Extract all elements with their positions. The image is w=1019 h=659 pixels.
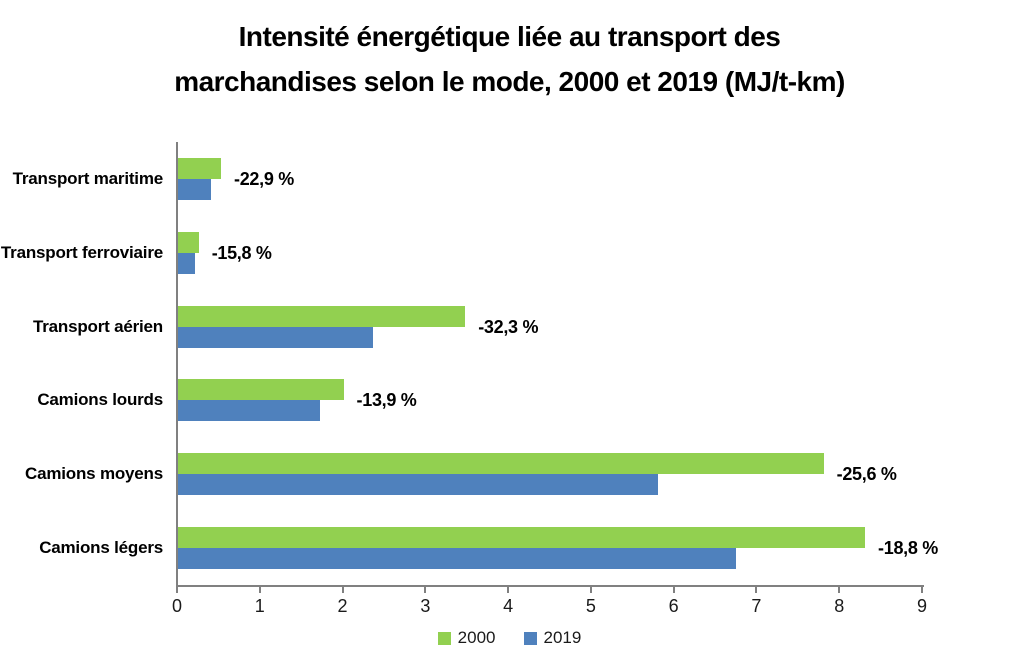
- chart-title-line1: Intensité énergétique liée au transport …: [238, 21, 781, 52]
- bar-2019: [178, 178, 212, 200]
- bar-2000: [178, 453, 824, 475]
- x-tick-label: 2: [337, 596, 348, 616]
- bar-2019: [178, 326, 373, 348]
- x-tick-mark: [921, 587, 923, 593]
- x-tick-mark: [424, 587, 427, 593]
- pct-change-label: -22,9 %: [234, 168, 294, 189]
- x-tick-label: 1: [254, 596, 265, 616]
- x-tick-mark: [258, 587, 261, 593]
- pct-change-label: -25,6 %: [836, 464, 897, 485]
- chart-title: Intensité énergétique liée au transport …: [0, 14, 1019, 104]
- category-label: Transport aérien: [32, 316, 163, 336]
- x-tick-mark: [507, 587, 510, 593]
- bar-2000: [178, 231, 199, 253]
- category-label: Transport maritime: [12, 168, 164, 188]
- legend-swatch-2019: [523, 631, 537, 645]
- bar-2000: [178, 527, 866, 549]
- bar-2000: [178, 305, 466, 327]
- category-label: Camions légers: [39, 538, 163, 558]
- pct-change-label: -15,8 %: [211, 242, 272, 263]
- bar-2000: [178, 379, 344, 401]
- category-label: Transport ferroviaire: [0, 242, 163, 262]
- x-tick-label: 7: [751, 596, 762, 616]
- category-label: Camions moyens: [25, 464, 163, 484]
- pct-change-label: -32,3 %: [478, 316, 539, 337]
- legend-label: 2000: [457, 628, 496, 647]
- x-tick-label: 4: [503, 596, 514, 616]
- bar-2019: [178, 474, 659, 496]
- category-label: Camions lourds: [37, 390, 163, 410]
- x-tick-mark: [176, 587, 178, 593]
- pct-change-label: -18,8 %: [878, 538, 938, 559]
- x-tick-label: 8: [834, 596, 845, 616]
- x-tick-mark: [672, 587, 675, 593]
- x-axis-line: [176, 585, 924, 587]
- x-tick-mark: [341, 587, 344, 593]
- x-tick-label: 3: [420, 596, 431, 616]
- bar-2019: [178, 548, 736, 570]
- x-tick-label: 0: [171, 596, 182, 616]
- bar-2019: [178, 252, 196, 274]
- plot-area: -22,9 % -15,8 % -32,3 % -13,9 % -25,6 % -18,8…: [177, 142, 938, 585]
- legend-item-2000: 2000: [437, 628, 496, 648]
- x-tick-mark: [838, 587, 841, 593]
- pct-change-label: -13,9 %: [356, 390, 417, 411]
- legend-swatch-2000: [437, 631, 451, 645]
- legend: 2000 2019: [0, 628, 1019, 648]
- x-tick-label: 5: [585, 596, 596, 616]
- bar-2000: [178, 157, 222, 179]
- y-axis-line: [176, 142, 178, 587]
- x-tick-label: 9: [916, 596, 927, 616]
- bar-2019: [178, 400, 321, 422]
- chart-title-line2: marchandises selon le mode, 2000 et 2019…: [174, 66, 845, 97]
- x-tick-mark: [755, 587, 758, 593]
- legend-label: 2019: [543, 628, 582, 647]
- x-tick-label: 6: [668, 596, 679, 616]
- x-tick-mark: [589, 587, 592, 593]
- legend-item-2019: 2019: [523, 628, 582, 648]
